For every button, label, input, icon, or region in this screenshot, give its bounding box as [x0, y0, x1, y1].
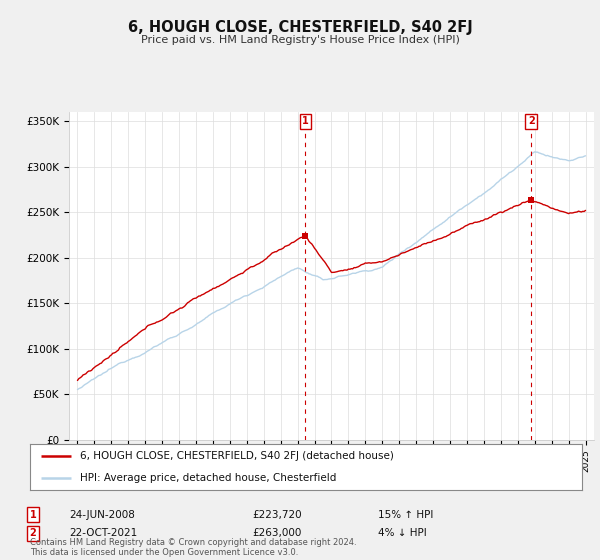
Text: Price paid vs. HM Land Registry's House Price Index (HPI): Price paid vs. HM Land Registry's House …	[140, 35, 460, 45]
Text: Contains HM Land Registry data © Crown copyright and database right 2024.
This d: Contains HM Land Registry data © Crown c…	[30, 538, 356, 557]
Text: 2: 2	[528, 116, 535, 126]
Text: 15% ↑ HPI: 15% ↑ HPI	[378, 510, 433, 520]
Text: £263,000: £263,000	[252, 528, 301, 538]
Text: HPI: Average price, detached house, Chesterfield: HPI: Average price, detached house, Ches…	[80, 473, 336, 483]
Text: £223,720: £223,720	[252, 510, 302, 520]
Text: 6, HOUGH CLOSE, CHESTERFIELD, S40 2FJ: 6, HOUGH CLOSE, CHESTERFIELD, S40 2FJ	[128, 20, 472, 35]
Text: 1: 1	[302, 116, 309, 126]
Text: 24-JUN-2008: 24-JUN-2008	[69, 510, 135, 520]
Text: 2: 2	[29, 528, 37, 538]
Text: 6, HOUGH CLOSE, CHESTERFIELD, S40 2FJ (detached house): 6, HOUGH CLOSE, CHESTERFIELD, S40 2FJ (d…	[80, 451, 394, 461]
Text: 1: 1	[29, 510, 37, 520]
Text: 4% ↓ HPI: 4% ↓ HPI	[378, 528, 427, 538]
Text: 22-OCT-2021: 22-OCT-2021	[69, 528, 137, 538]
